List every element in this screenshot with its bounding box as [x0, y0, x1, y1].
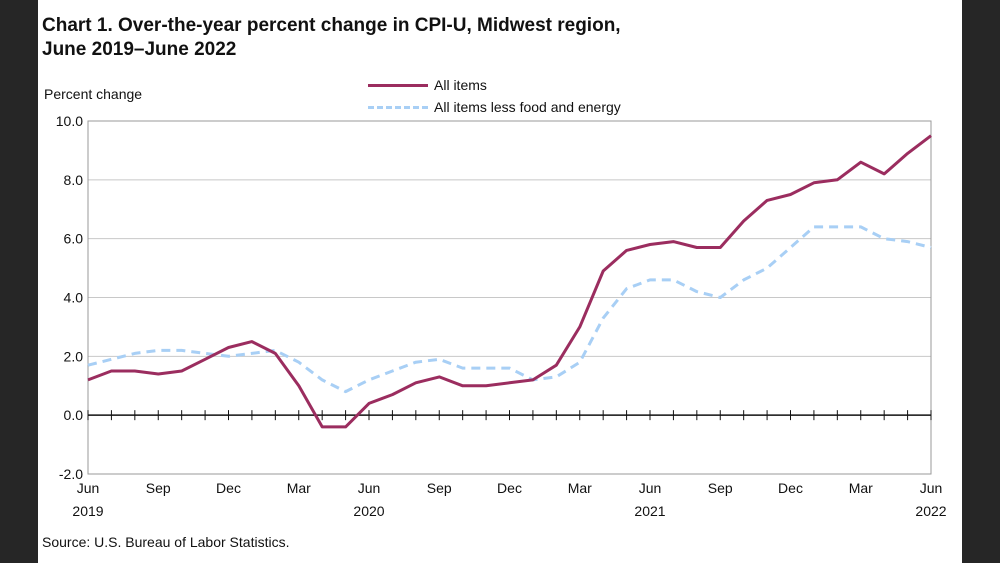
y-axis-label: Percent change [44, 86, 143, 102]
x-tick-year-label: 2019 [72, 503, 103, 519]
x-tick-label: Dec [497, 480, 522, 496]
axes [87, 120, 932, 475]
source-note: Source: U.S. Bureau of Labor Statistics. [42, 534, 290, 550]
legend: All items All items less food and energy [368, 74, 621, 118]
legend-swatch-core [368, 105, 428, 109]
series-line-core [87, 225, 932, 394]
x-tick-label: Mar [849, 480, 873, 496]
x-tick-label: Dec [216, 480, 241, 496]
x-tick-label: Jun [920, 480, 943, 496]
gridlines [88, 120, 931, 475]
x-tick-year-label: 2022 [915, 503, 946, 519]
line-chart: -2.0 0.0 2.0 4.0 6.0 8.0 10.0 Jun 2019 Sep Dec Mar… [56, 113, 947, 519]
plot-frame [87, 120, 932, 475]
x-tick-label: Sep [708, 480, 733, 496]
x-tick-label: Jun [639, 480, 662, 496]
x-tick-label: Dec [778, 480, 803, 496]
x-tick-label: Jun [358, 480, 381, 496]
legend-label-core: All items less food and energy [434, 99, 621, 115]
y-tick-label: 8.0 [64, 172, 84, 188]
chart-title-line-2: June 2019–June 2022 [42, 39, 237, 60]
x-tick-label: Sep [146, 480, 171, 496]
legend-swatch-all-items [368, 83, 428, 87]
chart-panel: Chart 1. Over-the-year percent change in… [38, 0, 962, 563]
y-tick-label: 0.0 [64, 407, 84, 423]
series-lines [87, 134, 932, 429]
x-tick-label: Mar [287, 480, 311, 496]
legend-label-all-items: All items [434, 77, 487, 93]
x-tick-year-label: 2020 [353, 503, 384, 519]
y-tick-label: 4.0 [64, 290, 84, 306]
y-tick-label: 10.0 [56, 113, 83, 129]
y-tick-label: 2.0 [64, 348, 84, 364]
chart-title: Chart 1. Over-the-year percent change in… [42, 14, 621, 62]
x-tick-label: Jun [77, 480, 100, 496]
x-tick-year-label: 2021 [634, 503, 665, 519]
series-line-all-items [87, 134, 932, 429]
x-tick-label: Mar [568, 480, 592, 496]
y-tick-label: 6.0 [64, 231, 84, 247]
y-tick-labels: -2.0 0.0 2.0 4.0 6.0 8.0 10.0 [56, 113, 83, 482]
y-tick-label: -2.0 [59, 466, 83, 482]
legend-item-core: All items less food and energy [368, 96, 621, 118]
x-tick-label: Sep [427, 480, 452, 496]
legend-item-all-items: All items [368, 74, 621, 96]
chart-title-line-1: Chart 1. Over-the-year percent change in… [42, 15, 621, 36]
x-tick-labels: Jun 2019 Sep Dec Mar Jun 2020 Sep Dec Mar Jun 2021 S… [72, 480, 946, 519]
